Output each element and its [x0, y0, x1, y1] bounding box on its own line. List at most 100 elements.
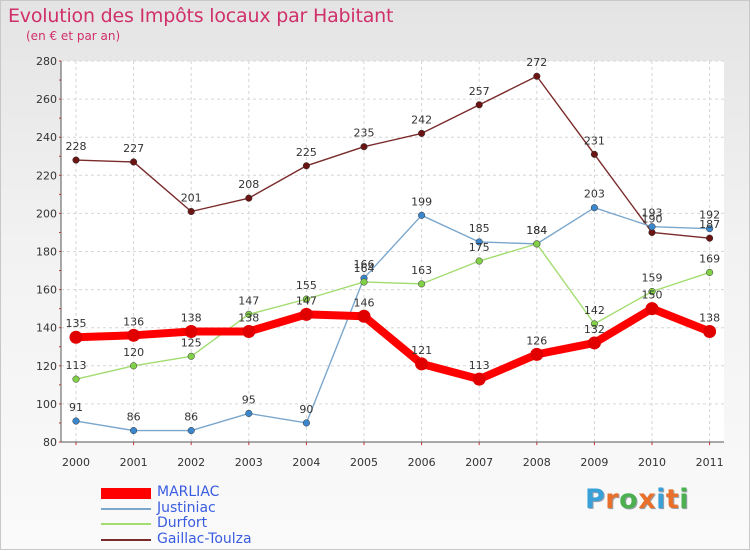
data-label-durfort: 169 — [699, 252, 720, 265]
legend-swatch-justiniac — [101, 507, 151, 510]
data-point-gaillac-toulza — [706, 234, 714, 242]
data-label-justiniac: 86 — [184, 411, 198, 424]
data-point-durfort — [130, 362, 138, 370]
legend-label-marliac: MARLIAC — [157, 484, 220, 500]
series-line-durfort — [75, 243, 711, 380]
data-point-marliac — [703, 325, 717, 339]
data-point-justiniac — [418, 211, 426, 219]
data-label-justiniac: 184 — [526, 224, 547, 237]
data-point-durfort — [706, 268, 714, 277]
y-tick-label: 120 — [36, 360, 57, 373]
data-point-durfort — [475, 257, 483, 265]
data-point-durfort — [72, 375, 80, 383]
data-label-durfort: 175 — [469, 241, 490, 254]
data-label-gaillac-toulza: 242 — [411, 113, 432, 126]
data-label-gaillac-toulza: 187 — [699, 218, 720, 231]
series-line-justiniac — [75, 206, 711, 432]
data-label-gaillac-toulza: 201 — [181, 191, 202, 204]
data-point-durfort — [245, 310, 253, 318]
y-tick-label: 80 — [43, 436, 57, 449]
data-label-durfort: 125 — [181, 336, 202, 349]
proxiti-logo: Proxiti — [585, 484, 689, 515]
data-point-gaillac-toulza — [130, 158, 138, 166]
x-tick-label: 2003 — [235, 456, 263, 469]
y-tick-label: 180 — [36, 246, 57, 259]
data-point-gaillac-toulza — [533, 72, 541, 80]
x-tick-label: 2005 — [350, 456, 378, 469]
data-label-gaillac-toulza: 227 — [123, 142, 144, 155]
data-label-justiniac: 166 — [354, 258, 375, 271]
series-line-marliac — [72, 304, 714, 384]
y-tick-label: 240 — [36, 131, 57, 144]
legend-swatch-durfort — [101, 523, 151, 525]
data-label-durfort: 142 — [584, 304, 605, 317]
series-line-gaillac-toulza — [75, 75, 711, 239]
data-point-durfort — [418, 280, 426, 288]
data-label-justiniac: 199 — [411, 195, 432, 208]
y-tick-label: 280 — [36, 55, 57, 68]
legend-label-justiniac: Justiniac — [157, 499, 216, 516]
data-label-gaillac-toulza: 231 — [584, 134, 605, 147]
data-label-marliac: 135 — [66, 317, 87, 330]
x-tick-label: 2011 — [696, 456, 724, 469]
data-label-gaillac-toulza: 257 — [469, 85, 490, 98]
data-label-marliac: 146 — [354, 296, 375, 309]
data-point-marliac — [587, 336, 601, 350]
data-point-gaillac-toulza — [72, 156, 80, 164]
data-label-marliac: 136 — [123, 315, 144, 328]
data-label-marliac: 147 — [296, 294, 317, 307]
data-point-marliac — [415, 357, 429, 371]
data-point-gaillac-toulza — [590, 150, 598, 158]
x-tick-label: 2009 — [580, 456, 608, 469]
x-tick-label: 2008 — [523, 456, 551, 469]
legend-swatch-marliac — [101, 487, 151, 499]
data-label-justiniac: 192 — [699, 209, 720, 222]
data-point-gaillac-toulza — [302, 162, 310, 170]
data-point-gaillac-toulza — [245, 194, 253, 202]
data-label-durfort: 120 — [123, 346, 144, 359]
data-label-justiniac: 193 — [642, 207, 663, 220]
data-point-gaillac-toulza — [475, 101, 483, 109]
y-tick-label: 260 — [36, 93, 57, 106]
data-point-justiniac — [302, 419, 310, 427]
x-tick-label: 2010 — [638, 456, 666, 469]
x-tick-label: 2002 — [177, 456, 205, 469]
x-tick-label: 2006 — [408, 456, 436, 469]
data-label-justiniac: 185 — [469, 222, 490, 235]
data-point-marliac — [69, 330, 83, 344]
data-point-durfort — [590, 320, 598, 328]
data-point-marliac — [357, 309, 371, 323]
data-label-durfort: 164 — [354, 262, 375, 275]
data-point-justiniac — [245, 409, 253, 417]
data-point-justiniac — [187, 427, 195, 435]
data-label-marliac: 126 — [526, 334, 547, 347]
data-point-justiniac — [590, 204, 598, 212]
data-label-durfort: 147 — [238, 294, 259, 307]
logo-letter: x — [638, 484, 657, 515]
x-tick-label: 2001 — [120, 456, 148, 469]
data-label-marliac: 138 — [238, 312, 259, 325]
legend-label-gaillac-toulza: Gaillac-Toulza — [157, 530, 252, 547]
data-point-gaillac-toulza — [360, 143, 368, 151]
data-label-gaillac-toulza: 208 — [238, 178, 259, 191]
logo-letter: i — [656, 484, 666, 515]
data-point-justiniac — [475, 238, 483, 246]
data-point-justiniac — [648, 223, 656, 231]
logo-letter: t — [665, 484, 680, 515]
legend-label-durfort: Durfort — [157, 515, 208, 531]
data-label-durfort: 184 — [526, 224, 547, 237]
data-point-durfort — [187, 352, 195, 360]
data-point-durfort — [302, 295, 310, 303]
logo-letter: r — [605, 484, 620, 515]
y-tick-label: 160 — [36, 284, 57, 297]
data-point-gaillac-toulza — [187, 207, 195, 216]
data-label-marliac: 121 — [411, 344, 432, 357]
data-point-durfort — [533, 240, 541, 248]
x-tick-label: 2004 — [292, 456, 320, 469]
logo-letter: o — [619, 484, 639, 515]
data-label-durfort: 113 — [66, 359, 87, 372]
data-point-marliac — [299, 307, 313, 321]
y-tick-label: 200 — [36, 207, 57, 220]
data-point-marliac — [530, 347, 544, 361]
